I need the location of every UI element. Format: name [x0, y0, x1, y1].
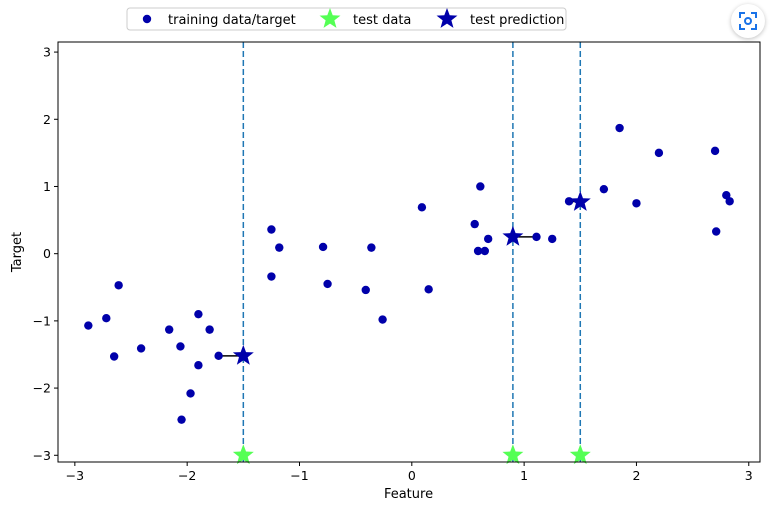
scan-icon	[739, 12, 757, 30]
y-tick-label: −1	[33, 313, 51, 328]
x-tick-label: 1	[520, 468, 528, 483]
legend: training data/target test data test predic…	[126, 7, 567, 31]
training-point	[473, 246, 483, 256]
legend-label: test data	[353, 13, 411, 28]
training-point	[176, 342, 185, 351]
training-point	[318, 242, 328, 252]
training-point	[532, 232, 541, 242]
test-prediction-star	[232, 344, 254, 365]
training-point	[599, 184, 609, 194]
training-point	[114, 281, 123, 290]
test-prediction-star	[502, 225, 524, 246]
x-tick-label: −1	[290, 468, 308, 483]
y-tick-label: 1	[43, 179, 51, 194]
test-data-star	[569, 444, 591, 465]
training-point	[164, 325, 174, 334]
scan-button[interactable]	[731, 4, 765, 38]
legend-marker-test-prediction	[436, 8, 458, 28]
training-point	[194, 309, 203, 319]
x-tick-label: 0	[408, 468, 416, 483]
x-axis-label: Feature	[384, 487, 433, 502]
y-axis-label: Target	[10, 232, 25, 273]
y-tick-label: −2	[33, 381, 51, 396]
y-tick-label: 2	[43, 112, 51, 127]
test-prediction-star	[569, 190, 591, 211]
y-tick-label: −3	[33, 448, 51, 463]
x-tick-label: −2	[178, 468, 196, 483]
training-point	[84, 321, 93, 330]
training-point	[548, 234, 557, 244]
training-point	[378, 315, 387, 324]
x-tick-label: −3	[66, 468, 84, 483]
x-tick-label: 2	[632, 468, 640, 483]
y-tick-label: 3	[43, 45, 51, 60]
training-point	[267, 225, 276, 234]
training-point	[194, 361, 203, 370]
training-point	[476, 182, 485, 191]
test-data-star	[232, 444, 254, 465]
training-point	[367, 243, 376, 252]
plot-frame	[57, 41, 761, 463]
plot-area	[57, 41, 761, 465]
x-tick-label: 3	[745, 468, 753, 483]
training-point	[214, 351, 223, 361]
training-point	[267, 272, 276, 281]
training-point	[725, 197, 734, 206]
training-point	[615, 123, 624, 133]
training-point	[711, 227, 721, 236]
training-point	[136, 344, 146, 353]
training-point	[186, 389, 195, 398]
training-point	[710, 146, 720, 156]
training-point	[654, 148, 664, 158]
training-point	[480, 246, 490, 256]
training-point	[205, 325, 214, 334]
y-tick-label: 0	[43, 246, 51, 261]
legend-box	[126, 7, 567, 31]
training-point	[564, 197, 574, 206]
training-point	[275, 243, 284, 252]
training-point	[424, 285, 433, 294]
training-point	[361, 285, 370, 295]
training-point	[417, 203, 427, 212]
legend-marker-test-data	[319, 8, 341, 28]
legend-label: training data/target	[168, 13, 296, 28]
training-point	[470, 219, 479, 229]
legend-label: test prediction	[470, 13, 564, 28]
legend-marker-training	[142, 14, 152, 24]
training-point	[177, 415, 186, 424]
training-point	[109, 352, 119, 361]
training-point	[102, 313, 111, 323]
training-point	[483, 234, 493, 244]
training-point	[323, 279, 332, 289]
test-data-star	[502, 444, 524, 465]
training-point	[632, 199, 641, 208]
